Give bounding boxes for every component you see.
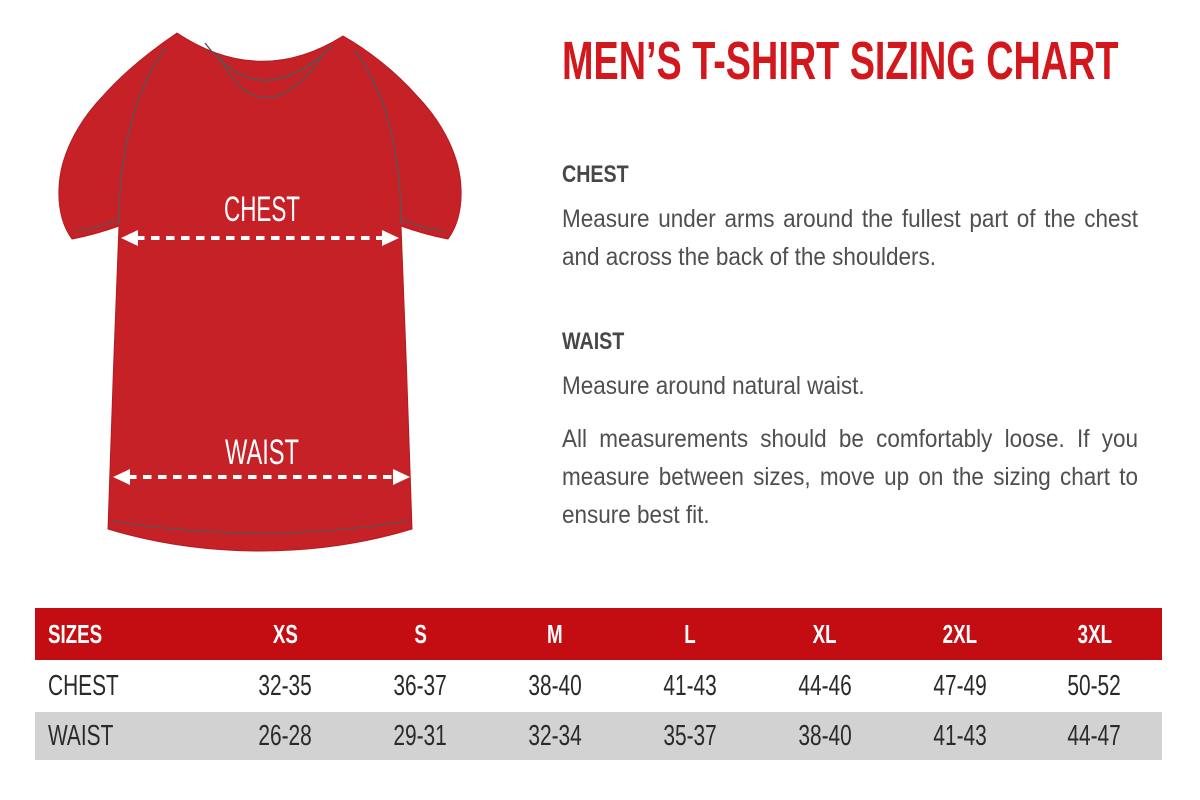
header-cell-3xl: 3XL [1077, 618, 1112, 649]
fit-note-section: All measurements should be comfortably l… [562, 420, 1142, 534]
waist-m: 32-34 [528, 719, 582, 752]
page-title: MEN’S T-SHIRT SIZING CHART [562, 31, 1119, 91]
chest-l: 41-43 [663, 669, 717, 702]
waist-arrow [113, 469, 410, 485]
chest-2xl: 47-49 [933, 669, 987, 702]
waist-2xl: 41-43 [933, 719, 987, 752]
chest-s: 36-37 [393, 669, 447, 702]
chest-3xl: 50-52 [1067, 669, 1122, 702]
right-sleeve-seam [353, 49, 402, 225]
waist-3xl: 44-47 [1067, 719, 1122, 752]
chest-arrow [121, 230, 399, 246]
chest-instructions-section: CHEST Measure under arms around the full… [562, 160, 1142, 276]
chest-label: CHEST [224, 190, 300, 229]
header-cell-2xl: 2XL [942, 618, 977, 649]
fit-note-text: All measurements should be comfortably l… [562, 425, 1138, 529]
header-cell-s: S [414, 618, 427, 649]
chest-xl: 44-46 [798, 669, 852, 702]
waist-section-body: Measure around natural waist. [562, 372, 865, 400]
chest-section-heading: CHEST [562, 161, 629, 188]
waist-instructions-section: WAIST Measure around natural waist. [562, 327, 1142, 405]
chest-section-body: Measure under arms around the fullest pa… [562, 205, 1138, 271]
tshirt-diagram: CHEST WAIST [58, 32, 462, 552]
table-row-chest: CHEST 32-35 36-37 38-40 41-43 44-46 47-4… [35, 660, 1162, 712]
waist-s: 29-31 [393, 719, 447, 752]
header-cell-xs: XS [272, 618, 298, 649]
row-label-waist: WAIST [48, 719, 114, 752]
header-cell-m: M [547, 618, 563, 649]
chest-xs: 32-35 [258, 669, 313, 702]
hem-stitch [111, 520, 409, 534]
row-label-chest: CHEST [48, 669, 119, 702]
collar-seam-outer [204, 42, 333, 81]
header-cell-xl: XL [812, 618, 837, 649]
right-cuff-stitch [402, 218, 446, 232]
waist-l: 35-37 [663, 719, 717, 752]
table-row-waist: WAIST 26-28 29-31 32-34 35-37 38-40 41-4… [35, 712, 1162, 760]
sizing-table: SIZES XS S M L XL 2XL 3XL CHEST 32-35 36… [35, 608, 1162, 760]
left-sleeve-seam [118, 47, 167, 225]
tshirt-body [58, 32, 462, 552]
header-cell-l: L [684, 618, 696, 649]
waist-section-heading: WAIST [562, 328, 625, 355]
chest-m: 38-40 [528, 669, 582, 702]
table-header-row: SIZES XS S M L XL 2XL 3XL [35, 608, 1162, 660]
waist-xl: 38-40 [798, 719, 852, 752]
waist-xs: 26-28 [258, 719, 313, 752]
header-cell-sizes: SIZES [48, 618, 103, 649]
collar-seam-inner [218, 55, 322, 99]
waist-label: WAIST [225, 433, 299, 472]
left-cuff-stitch [74, 218, 118, 232]
